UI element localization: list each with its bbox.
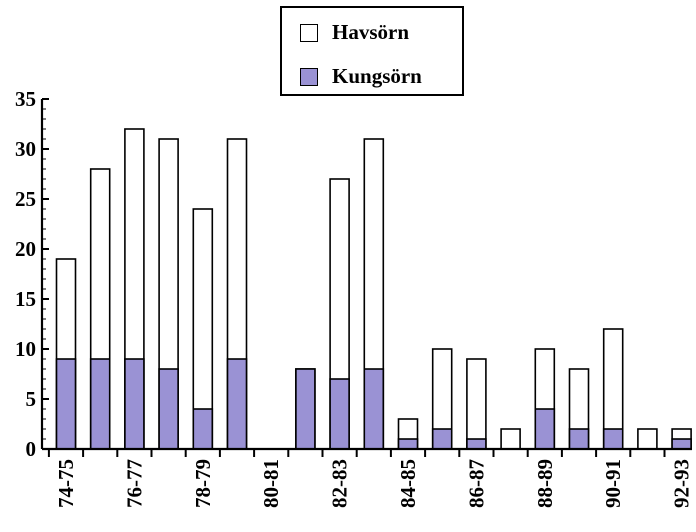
- bar-kungsorn-77-78: [158, 368, 179, 450]
- x-tick-label-80-81: 80-81: [259, 459, 283, 508]
- legend: Havsörn Kungsörn: [280, 6, 464, 96]
- bar-kungsorn-89-90: [568, 428, 590, 450]
- bar-kungsorn-75-76: [89, 358, 111, 450]
- legend-label-kungsorn: Kungsörn: [332, 64, 422, 88]
- bar-kungsorn-74-75: [55, 358, 77, 450]
- y-tick-label-10: 10: [15, 337, 36, 361]
- y-tick-label-0: 0: [26, 437, 37, 461]
- axes-group: 0 5 10 15 20 25 30 35 74-75 76-77 78-79 80-81 82-83 8…: [15, 87, 694, 508]
- bar-kungsorn-85-86: [431, 428, 453, 450]
- y-tick-label-20: 20: [15, 237, 36, 261]
- bar-kungsorn-83-84: [363, 368, 385, 450]
- x-tick-label-92-93: 92-93: [670, 459, 694, 508]
- legend-item-kungsorn: Kungsörn: [300, 64, 422, 89]
- bar-kungsorn-92-93: [671, 438, 692, 450]
- bars-group: [55, 128, 692, 450]
- y-tick-label-30: 30: [15, 137, 36, 161]
- x-tick-label-86-87: 86-87: [464, 459, 488, 508]
- bar-kungsorn-78-79: [192, 408, 214, 450]
- x-tick-label-90-91: 90-91: [601, 459, 625, 508]
- bar-kungsorn-86-87: [466, 438, 487, 450]
- x-tick-label-84-85: 84-85: [396, 459, 420, 508]
- y-tick-label-15: 15: [15, 287, 36, 311]
- x-tick-label-88-89: 88-89: [533, 459, 557, 508]
- bar-havsorn-91-92: [637, 428, 658, 450]
- legend-label-havsorn: Havsörn: [332, 20, 410, 44]
- legend-swatch-kungsorn: [300, 67, 318, 86]
- bar-kungsorn-90-91: [602, 428, 624, 450]
- bar-kungsorn-88-89: [534, 408, 556, 450]
- y-tick-label-25: 25: [15, 187, 36, 211]
- x-tick-label-78-79: 78-79: [191, 459, 215, 508]
- x-tick-label-76-77: 76-77: [122, 459, 146, 508]
- y-tick-label-35: 35: [15, 87, 36, 111]
- bar-havsorn-86-87: [466, 358, 487, 450]
- bar-kungsorn-76-77: [124, 358, 145, 450]
- bar-kungsorn-82-83: [329, 378, 350, 450]
- bar-kungsorn-84-85: [397, 438, 419, 450]
- x-tick-label-82-83: 82-83: [328, 459, 352, 508]
- bar-havsorn-87-88: [500, 428, 521, 450]
- bar-kungsorn-79-80: [226, 358, 248, 450]
- legend-item-havsorn: Havsörn: [300, 20, 409, 45]
- y-tick-label-5: 5: [26, 387, 37, 411]
- bar-kungsorn-81-82: [295, 368, 316, 450]
- legend-swatch-havsorn: [300, 23, 318, 42]
- x-tick-label-74-75: 74-75: [54, 459, 78, 508]
